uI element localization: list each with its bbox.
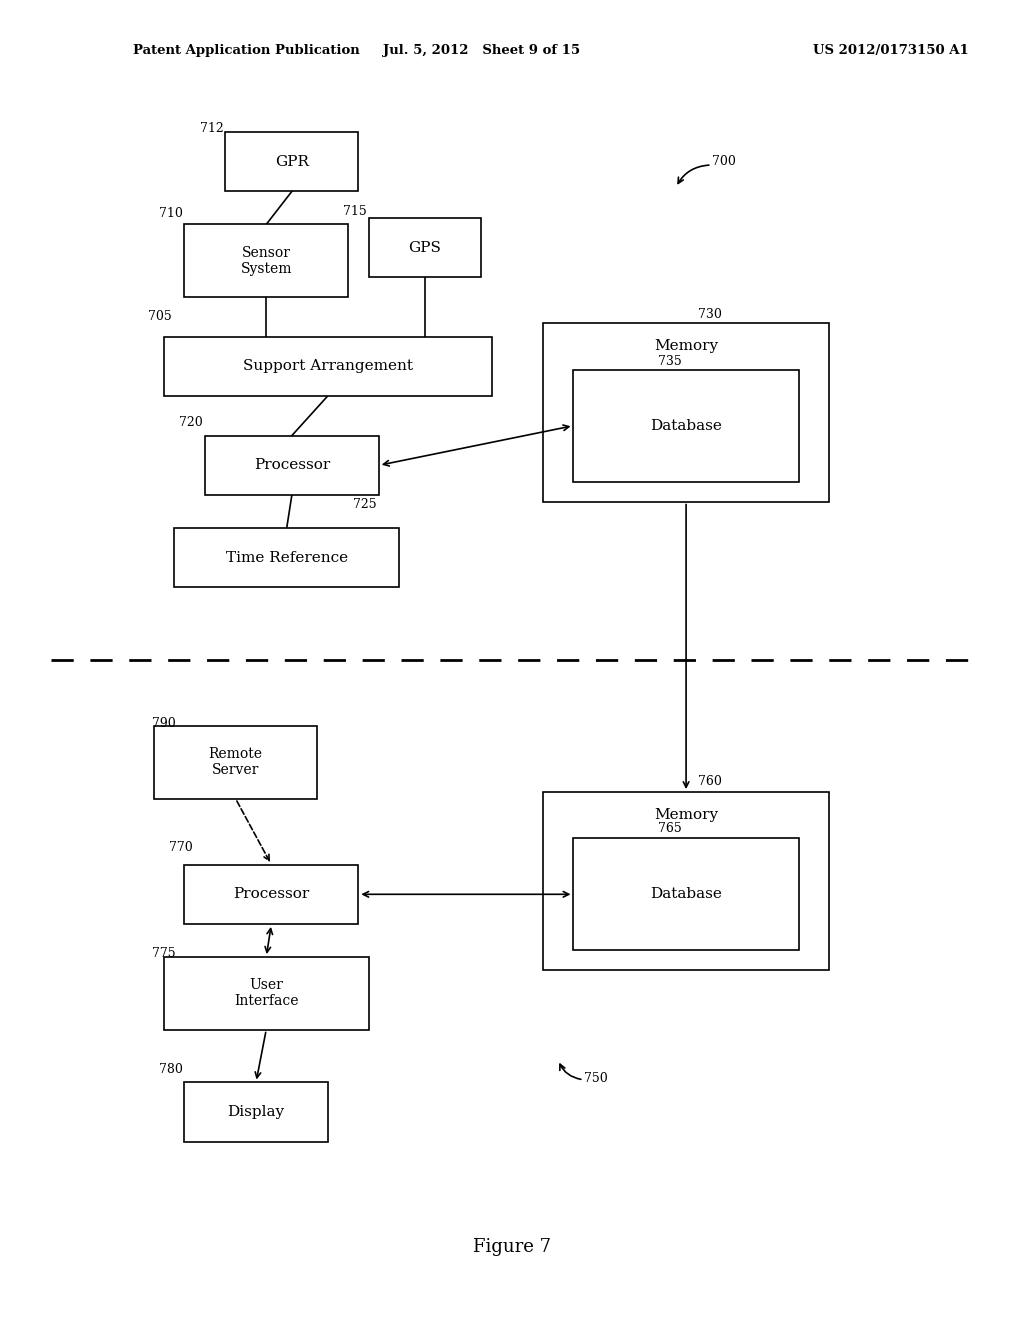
Text: US 2012/0173150 A1: US 2012/0173150 A1 bbox=[813, 44, 969, 57]
Text: 720: 720 bbox=[179, 416, 203, 429]
Text: User
Interface: User Interface bbox=[234, 978, 298, 1008]
FancyBboxPatch shape bbox=[225, 132, 358, 191]
Text: 715: 715 bbox=[343, 205, 367, 218]
Text: 775: 775 bbox=[152, 946, 175, 960]
Text: 780: 780 bbox=[159, 1063, 182, 1076]
Text: Patent Application Publication: Patent Application Publication bbox=[133, 44, 359, 57]
FancyBboxPatch shape bbox=[573, 370, 799, 482]
FancyBboxPatch shape bbox=[205, 436, 379, 495]
FancyBboxPatch shape bbox=[184, 224, 348, 297]
Text: Database: Database bbox=[650, 418, 722, 433]
Text: Processor: Processor bbox=[254, 458, 330, 473]
Text: Memory: Memory bbox=[654, 808, 718, 822]
Text: 700: 700 bbox=[712, 154, 735, 168]
FancyBboxPatch shape bbox=[543, 792, 829, 970]
FancyBboxPatch shape bbox=[573, 838, 799, 950]
Text: GPR: GPR bbox=[274, 154, 309, 169]
Text: Jul. 5, 2012   Sheet 9 of 15: Jul. 5, 2012 Sheet 9 of 15 bbox=[383, 44, 580, 57]
Text: 712: 712 bbox=[200, 121, 223, 135]
Text: Database: Database bbox=[650, 887, 722, 902]
FancyBboxPatch shape bbox=[164, 957, 369, 1030]
FancyBboxPatch shape bbox=[369, 218, 481, 277]
Text: 760: 760 bbox=[698, 775, 722, 788]
Text: 735: 735 bbox=[658, 355, 682, 368]
FancyBboxPatch shape bbox=[543, 323, 829, 502]
FancyBboxPatch shape bbox=[184, 865, 358, 924]
Text: Time Reference: Time Reference bbox=[225, 550, 348, 565]
Text: 765: 765 bbox=[658, 822, 682, 836]
Text: Remote
Server: Remote Server bbox=[209, 747, 262, 777]
Text: Memory: Memory bbox=[654, 339, 718, 354]
Text: Sensor
System: Sensor System bbox=[241, 246, 292, 276]
Text: 725: 725 bbox=[353, 498, 377, 511]
Text: 790: 790 bbox=[152, 717, 175, 730]
Text: GPS: GPS bbox=[409, 240, 441, 255]
FancyBboxPatch shape bbox=[184, 1082, 328, 1142]
FancyBboxPatch shape bbox=[164, 337, 492, 396]
Text: Figure 7: Figure 7 bbox=[473, 1238, 551, 1257]
FancyBboxPatch shape bbox=[154, 726, 317, 799]
Text: 730: 730 bbox=[698, 308, 722, 321]
FancyBboxPatch shape bbox=[174, 528, 399, 587]
Text: Support Arrangement: Support Arrangement bbox=[243, 359, 413, 374]
Text: Processor: Processor bbox=[233, 887, 309, 902]
Text: Display: Display bbox=[227, 1105, 285, 1119]
Text: 705: 705 bbox=[148, 310, 172, 323]
Text: 710: 710 bbox=[159, 207, 182, 220]
Text: 750: 750 bbox=[584, 1072, 607, 1085]
Text: 770: 770 bbox=[169, 841, 193, 854]
